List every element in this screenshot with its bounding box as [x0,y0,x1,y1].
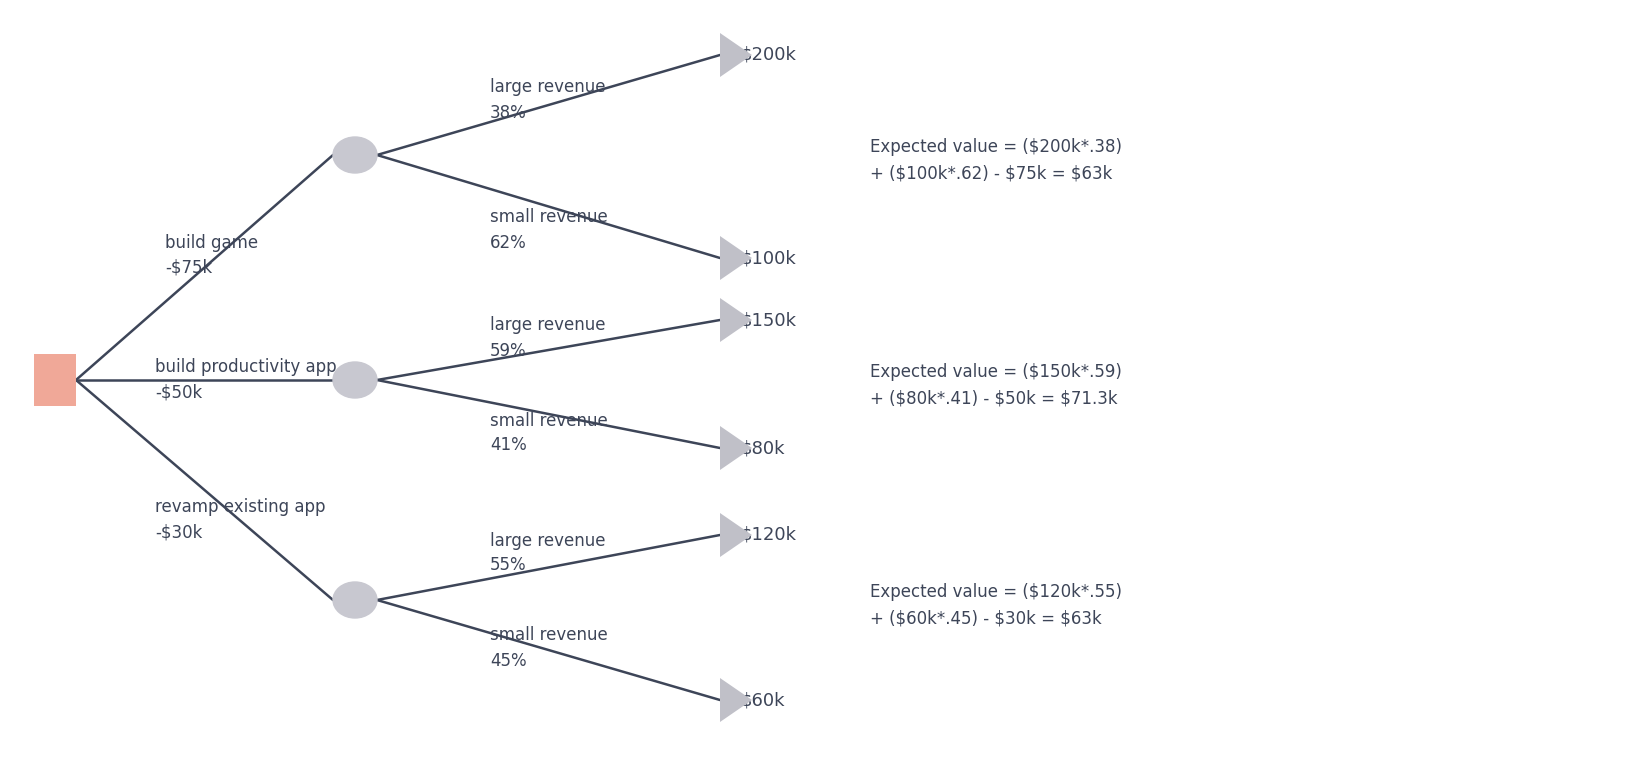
Text: small revenue
62%: small revenue 62% [489,209,608,251]
Text: Expected value = ($150k*.59)
+ ($80k*.41) - $50k = $71.3k: Expected value = ($150k*.59) + ($80k*.41… [869,363,1121,407]
Ellipse shape [333,362,377,398]
Text: $60k: $60k [740,691,784,709]
Text: large revenue
59%: large revenue 59% [489,317,605,359]
Text: revamp existing app
-$30k: revamp existing app -$30k [155,498,326,542]
Polygon shape [719,298,751,342]
Text: Expected value = ($120k*.55)
+ ($60k*.45) - $30k = $63k: Expected value = ($120k*.55) + ($60k*.45… [869,583,1121,627]
Polygon shape [719,33,751,77]
Text: $120k: $120k [740,526,795,544]
Text: $100k: $100k [740,249,795,267]
Text: small revenue
41%: small revenue 41% [489,412,608,454]
Ellipse shape [333,582,377,618]
Text: build productivity app
-$50k: build productivity app -$50k [155,358,336,402]
Text: large revenue
55%: large revenue 55% [489,531,605,575]
Polygon shape [719,236,751,280]
Text: Expected value = ($200k*.38)
+ ($100k*.62) - $75k = $63k: Expected value = ($200k*.38) + ($100k*.6… [869,138,1121,182]
Polygon shape [719,513,751,557]
Polygon shape [719,678,751,722]
Polygon shape [719,426,751,470]
Text: $150k: $150k [740,311,795,329]
Text: build game
-$75k: build game -$75k [165,234,258,276]
Bar [34,354,77,406]
Ellipse shape [333,137,377,173]
Text: large revenue
38%: large revenue 38% [489,78,605,122]
Text: small revenue
45%: small revenue 45% [489,626,608,670]
Text: $200k: $200k [740,46,795,64]
Text: $80k: $80k [740,439,784,457]
